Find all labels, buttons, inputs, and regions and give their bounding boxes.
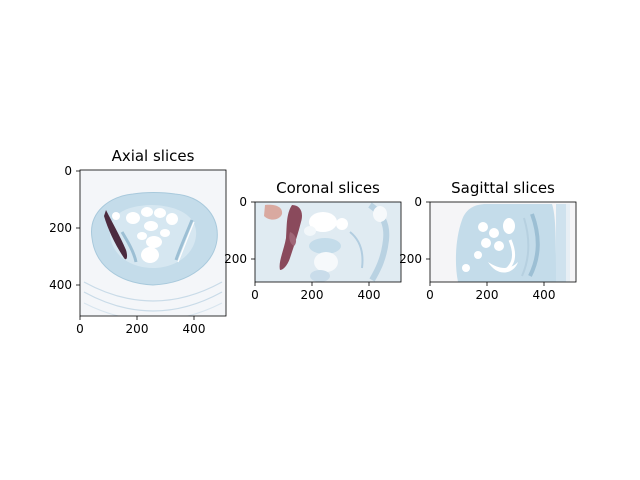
axial-panel-title: Axial slices (111, 147, 195, 165)
coronal-y-tick-200: 200 (224, 252, 247, 266)
sagittal-x-tick-400: 400 (532, 288, 556, 302)
axial-x-tick-400: 400 (182, 322, 206, 336)
sagittal-image (430, 202, 576, 282)
axial-image (80, 170, 226, 316)
sagittal-ticks (426, 201, 545, 286)
coronal-y-tick-0: 0 (239, 195, 247, 209)
sagittal-y-tick-0: 0 (414, 195, 422, 209)
axial-y-tick-400: 400 (49, 278, 72, 292)
coronal-x-tick-200: 200 (300, 288, 324, 302)
coronal-ticks (251, 201, 370, 286)
axial-ticks (76, 170, 195, 320)
coronal-x-tick-0: 0 (251, 288, 259, 302)
axial-y-tick-0: 0 (64, 164, 72, 178)
coronal-panel-title: Coronal slices (276, 179, 380, 197)
sagittal-y-tick-200: 200 (399, 252, 422, 266)
coronal-image (255, 202, 401, 282)
axial-x-tick-200: 200 (125, 322, 149, 336)
axial-y-tick-200: 200 (49, 221, 72, 235)
sagittal-x-tick-200: 200 (475, 288, 499, 302)
coronal-x-tick-400: 400 (357, 288, 381, 302)
sagittal-panel-title: Sagittal slices (451, 179, 555, 197)
sagittal-x-tick-0: 0 (426, 288, 434, 302)
axial-x-tick-0: 0 (76, 322, 84, 336)
